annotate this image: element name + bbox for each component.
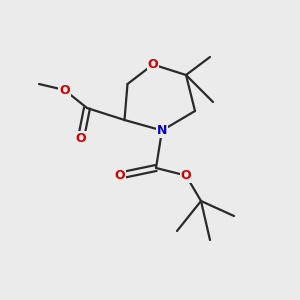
Text: O: O (76, 131, 86, 145)
Text: O: O (181, 169, 191, 182)
Text: O: O (115, 169, 125, 182)
Text: O: O (59, 83, 70, 97)
Text: N: N (157, 124, 167, 137)
Text: O: O (148, 58, 158, 71)
